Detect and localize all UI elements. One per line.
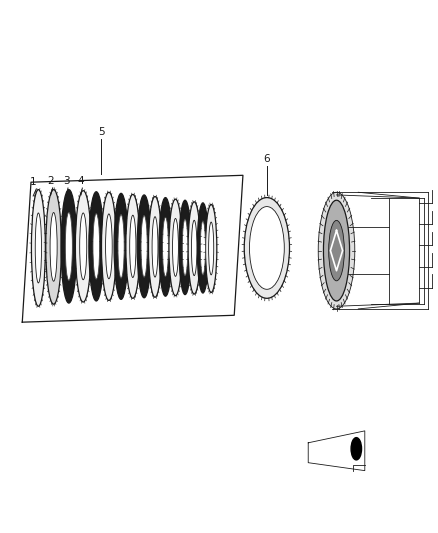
Ellipse shape <box>75 191 91 302</box>
Ellipse shape <box>93 214 99 279</box>
Ellipse shape <box>188 202 200 294</box>
Ellipse shape <box>106 214 112 279</box>
Ellipse shape <box>318 192 355 309</box>
Ellipse shape <box>250 207 284 289</box>
Ellipse shape <box>205 205 217 293</box>
Ellipse shape <box>137 195 151 298</box>
Ellipse shape <box>162 217 168 277</box>
Ellipse shape <box>65 212 72 280</box>
Ellipse shape <box>351 438 361 460</box>
Ellipse shape <box>46 190 61 304</box>
Ellipse shape <box>328 220 344 281</box>
Text: 4: 4 <box>78 176 85 186</box>
Ellipse shape <box>182 219 188 276</box>
Ellipse shape <box>244 198 290 298</box>
Text: 1: 1 <box>30 177 36 187</box>
Ellipse shape <box>200 221 205 275</box>
Ellipse shape <box>89 192 104 301</box>
Ellipse shape <box>126 195 140 298</box>
Ellipse shape <box>173 219 178 277</box>
Text: 3: 3 <box>64 176 70 186</box>
Text: 6: 6 <box>264 154 270 164</box>
Ellipse shape <box>32 190 46 306</box>
Ellipse shape <box>114 193 128 300</box>
Ellipse shape <box>323 200 350 301</box>
Ellipse shape <box>191 220 197 276</box>
Ellipse shape <box>50 213 57 281</box>
Ellipse shape <box>80 213 87 280</box>
Ellipse shape <box>159 198 172 296</box>
Ellipse shape <box>61 190 77 303</box>
Ellipse shape <box>118 215 124 278</box>
Ellipse shape <box>102 192 116 301</box>
Ellipse shape <box>35 213 42 283</box>
Ellipse shape <box>152 216 158 277</box>
Text: 2: 2 <box>47 176 54 186</box>
Ellipse shape <box>169 199 182 296</box>
Ellipse shape <box>130 215 136 278</box>
Ellipse shape <box>179 200 191 295</box>
Text: 5: 5 <box>98 127 105 137</box>
Ellipse shape <box>141 215 147 277</box>
Ellipse shape <box>148 197 162 297</box>
Ellipse shape <box>197 203 208 293</box>
Ellipse shape <box>208 222 214 275</box>
